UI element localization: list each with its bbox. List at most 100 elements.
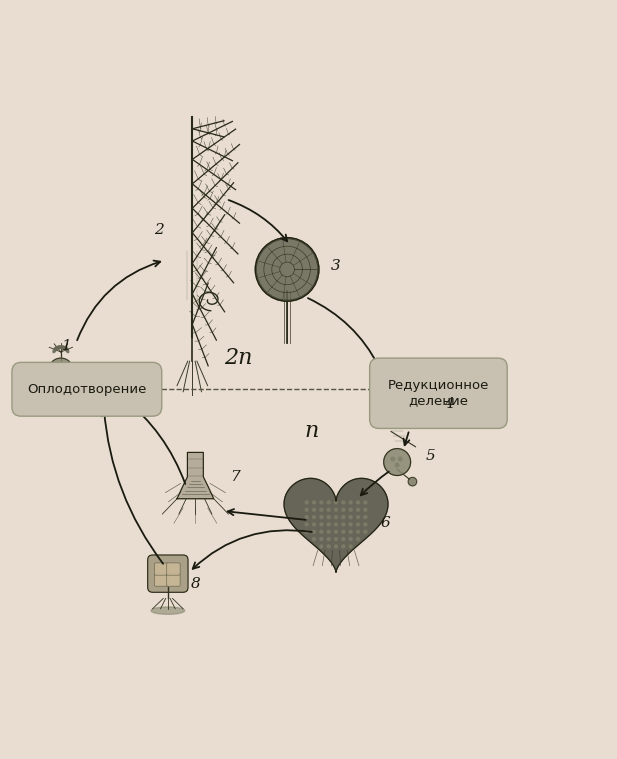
- FancyBboxPatch shape: [167, 563, 180, 575]
- Circle shape: [399, 457, 402, 461]
- Ellipse shape: [400, 400, 405, 407]
- Text: 1: 1: [62, 339, 72, 353]
- Circle shape: [320, 523, 323, 526]
- Circle shape: [334, 537, 337, 540]
- Circle shape: [305, 501, 308, 504]
- Circle shape: [349, 523, 352, 526]
- Ellipse shape: [412, 399, 418, 407]
- Circle shape: [334, 523, 337, 526]
- Circle shape: [349, 537, 352, 540]
- Ellipse shape: [431, 406, 437, 411]
- Circle shape: [384, 449, 410, 475]
- Circle shape: [342, 501, 345, 504]
- Circle shape: [320, 537, 323, 540]
- FancyBboxPatch shape: [370, 358, 507, 428]
- Text: 5: 5: [426, 449, 436, 463]
- Text: 8: 8: [191, 578, 201, 591]
- Circle shape: [312, 515, 315, 518]
- Circle shape: [305, 509, 308, 512]
- Circle shape: [320, 509, 323, 512]
- Circle shape: [349, 501, 352, 504]
- FancyBboxPatch shape: [154, 563, 168, 575]
- Circle shape: [312, 509, 315, 512]
- Polygon shape: [177, 452, 213, 499]
- Text: n: n: [304, 420, 319, 442]
- Circle shape: [442, 413, 450, 420]
- Circle shape: [320, 545, 323, 548]
- Ellipse shape: [382, 415, 389, 421]
- FancyBboxPatch shape: [147, 555, 188, 592]
- Ellipse shape: [57, 346, 64, 348]
- Ellipse shape: [381, 406, 387, 412]
- FancyBboxPatch shape: [154, 574, 168, 586]
- Circle shape: [320, 501, 323, 504]
- Circle shape: [342, 545, 345, 548]
- Circle shape: [342, 537, 345, 540]
- Text: 2n: 2n: [224, 347, 252, 369]
- Circle shape: [49, 358, 73, 383]
- Text: 7: 7: [230, 471, 240, 484]
- Circle shape: [349, 545, 352, 548]
- Ellipse shape: [378, 411, 386, 417]
- Circle shape: [342, 515, 345, 518]
- Circle shape: [364, 523, 367, 526]
- Circle shape: [334, 501, 337, 504]
- Ellipse shape: [53, 347, 57, 353]
- Ellipse shape: [423, 402, 429, 408]
- Circle shape: [408, 477, 416, 486]
- Circle shape: [391, 457, 395, 461]
- Circle shape: [342, 531, 345, 534]
- Circle shape: [364, 501, 367, 504]
- Ellipse shape: [65, 347, 68, 353]
- Ellipse shape: [151, 607, 184, 614]
- Circle shape: [439, 406, 447, 414]
- Circle shape: [364, 515, 367, 518]
- Circle shape: [255, 238, 319, 301]
- Circle shape: [445, 400, 453, 408]
- Text: 6: 6: [380, 516, 390, 531]
- Circle shape: [334, 515, 337, 518]
- Circle shape: [395, 463, 399, 467]
- Circle shape: [364, 531, 367, 534]
- Circle shape: [357, 515, 360, 518]
- Circle shape: [312, 501, 315, 504]
- Circle shape: [357, 501, 360, 504]
- Ellipse shape: [388, 402, 394, 409]
- Ellipse shape: [391, 418, 397, 425]
- Circle shape: [334, 545, 337, 548]
- Circle shape: [327, 523, 330, 526]
- Circle shape: [312, 531, 315, 534]
- Circle shape: [349, 515, 352, 518]
- Circle shape: [349, 531, 352, 534]
- Text: Оплодотворение: Оплодотворение: [27, 383, 147, 395]
- Circle shape: [327, 501, 330, 504]
- Circle shape: [334, 531, 337, 534]
- Circle shape: [357, 509, 360, 512]
- Circle shape: [305, 523, 308, 526]
- Circle shape: [305, 531, 308, 534]
- Circle shape: [327, 537, 330, 540]
- Text: 3: 3: [331, 260, 341, 273]
- Ellipse shape: [54, 346, 60, 350]
- FancyBboxPatch shape: [167, 574, 180, 586]
- Circle shape: [327, 545, 330, 548]
- Circle shape: [327, 509, 330, 512]
- Text: 2: 2: [154, 222, 164, 237]
- Circle shape: [327, 515, 330, 518]
- Circle shape: [320, 515, 323, 518]
- Text: 4: 4: [444, 397, 454, 411]
- Circle shape: [305, 515, 308, 518]
- Circle shape: [312, 537, 315, 540]
- Circle shape: [334, 509, 337, 512]
- Ellipse shape: [415, 419, 421, 427]
- Circle shape: [327, 531, 330, 534]
- Circle shape: [320, 531, 323, 534]
- Circle shape: [357, 523, 360, 526]
- Text: Редукционное
деление: Редукционное деление: [387, 380, 489, 408]
- Circle shape: [312, 523, 315, 526]
- FancyBboxPatch shape: [12, 362, 162, 416]
- Ellipse shape: [403, 420, 408, 427]
- Circle shape: [342, 509, 345, 512]
- Circle shape: [364, 509, 367, 512]
- Circle shape: [357, 531, 360, 534]
